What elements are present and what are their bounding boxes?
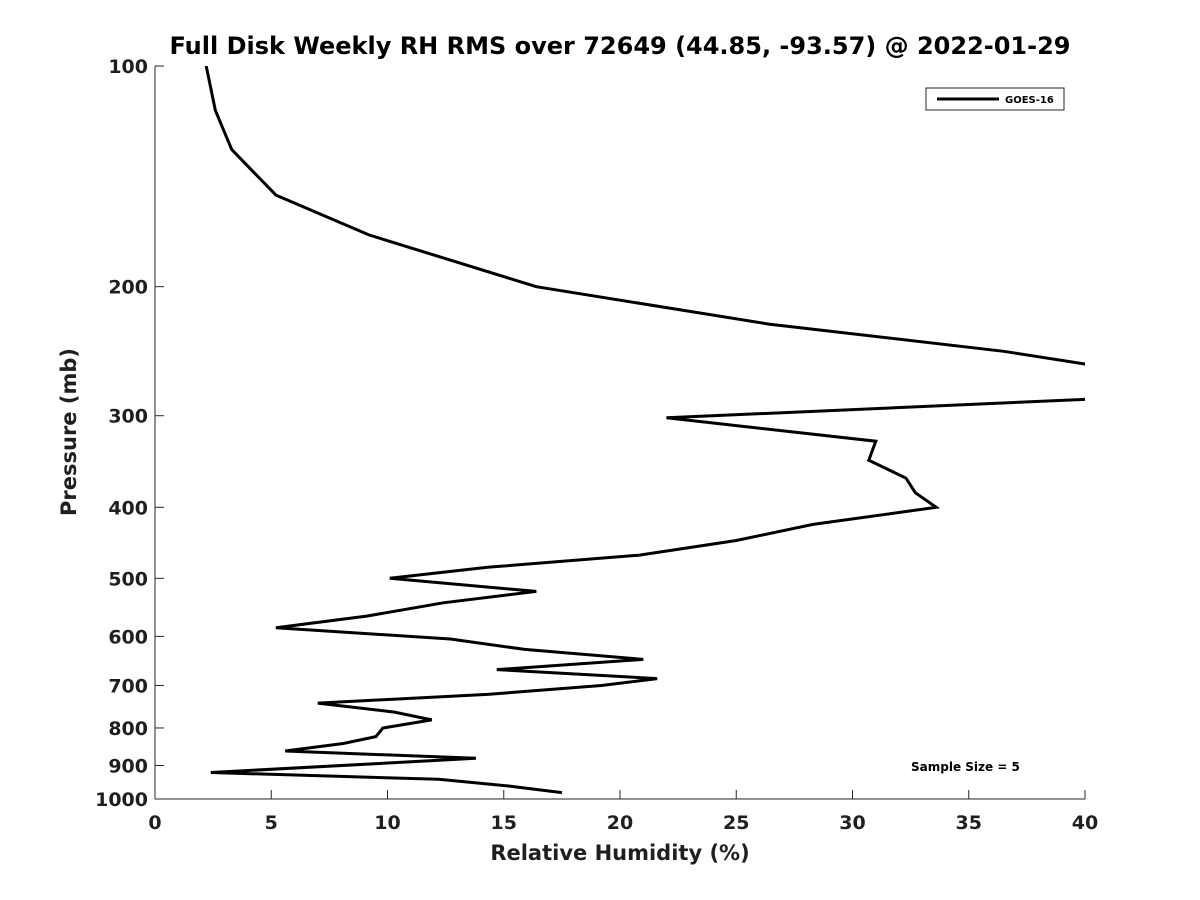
y-axis-label: Pressure (mb) (57, 348, 81, 516)
x-tick-label: 35 (956, 812, 982, 834)
y-axis-ticks: 100 200 300 400 500 600 700 800 900 1000 (95, 56, 164, 811)
y-tick-label: 700 (108, 675, 148, 697)
x-tick-label: 10 (374, 812, 400, 834)
x-tick-label: 15 (491, 812, 517, 834)
y-tick-label: 500 (108, 568, 148, 590)
y-tick-label: 400 (108, 497, 148, 519)
x-tick-label: 40 (1072, 812, 1098, 834)
y-tick-label: 900 (108, 755, 148, 777)
y-tick-label: 800 (108, 718, 148, 740)
y-tick-label: 600 (108, 626, 148, 648)
chart-title: Full Disk Weekly RH RMS over 72649 (44.8… (169, 32, 1070, 60)
y-tick-label: 1000 (95, 789, 148, 811)
x-tick-label: 30 (839, 812, 865, 834)
x-tick-label: 20 (607, 812, 633, 834)
x-axis-label: Relative Humidity (%) (490, 841, 749, 865)
y-tick-label: 200 (108, 277, 148, 299)
x-tick-label: 25 (723, 812, 749, 834)
x-tick-label: 5 (265, 812, 278, 834)
y-tick-label: 100 (108, 56, 148, 78)
x-tick-label: 0 (148, 812, 161, 834)
plot-area (155, 66, 1085, 799)
legend-label-goes-16: GOES-16 (1005, 95, 1054, 106)
series-layer (204, 66, 1085, 795)
legend: GOES-16 (925, 87, 1065, 111)
y-tick-label: 300 (108, 406, 148, 428)
sample-size-annotation: Sample Size = 5 (911, 760, 1020, 774)
x-axis-ticks: 0 5 10 15 20 25 30 35 40 (148, 790, 1098, 834)
series-line-goes-16 (204, 66, 1085, 795)
